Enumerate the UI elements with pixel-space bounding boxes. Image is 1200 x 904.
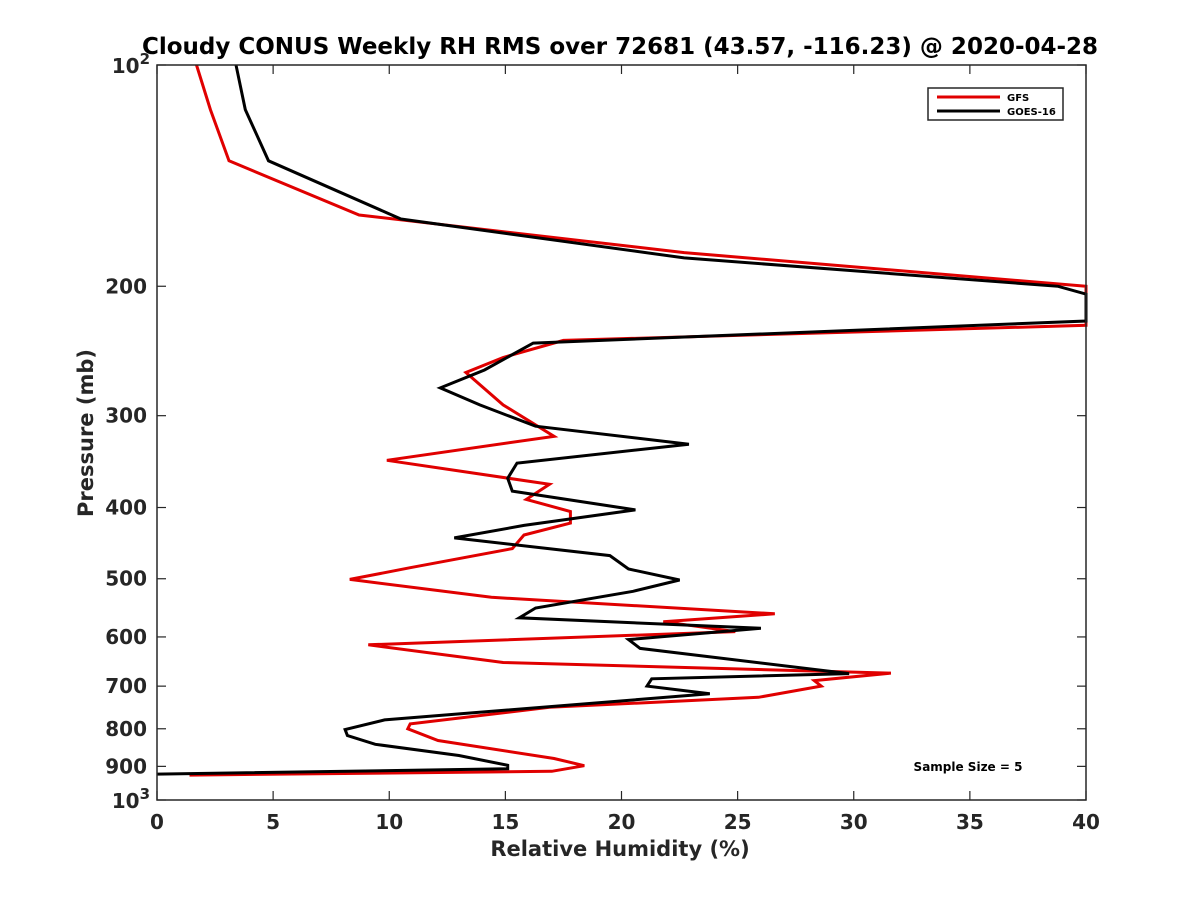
y-tick-label: 103 (112, 785, 150, 813)
x-tick-label: 20 (608, 810, 636, 834)
y-tick-label: 600 (105, 625, 147, 649)
legend: GFS GOES-16 (927, 87, 1064, 121)
y-tick-label: 300 (105, 404, 147, 428)
x-tick-label: 15 (491, 810, 519, 834)
x-tick-label: 10 (375, 810, 403, 834)
x-tick-label: 5 (266, 810, 280, 834)
axis-ticks: 0 5 10 15 20 25 30 35 40 102 200 300 400 500 600 700 800… (105, 50, 1100, 834)
y-tick-label: 200 (105, 274, 147, 298)
x-axis-label: Relative Humidity (%) (490, 837, 749, 861)
y-tick-label: 900 (105, 754, 147, 778)
x-tick-label: 0 (150, 810, 164, 834)
legend-box (927, 87, 1064, 121)
y-tick-label: 500 (105, 567, 147, 591)
y-tick-label: 400 (105, 496, 147, 520)
legend-label-gfs: GFS (1007, 93, 1029, 104)
y-axis-label: Pressure (mb) (74, 349, 98, 517)
y-tick-label: 800 (105, 717, 147, 741)
x-tick-label: 40 (1072, 810, 1100, 834)
legend-label-goes-16: GOES-16 (1007, 107, 1056, 118)
chart-title: Cloudy CONUS Weekly RH RMS over 72681 (4… (142, 34, 1098, 60)
plot-box (156, 64, 1087, 801)
x-tick-label: 25 (724, 810, 752, 834)
x-tick-label: 30 (840, 810, 868, 834)
x-tick-label: 35 (956, 810, 984, 834)
sample-size-annotation: Sample Size = 5 (914, 760, 1023, 774)
y-tick-label: 700 (105, 674, 147, 698)
series-line-gfs (189, 64, 1088, 777)
y-tick-label: 102 (112, 50, 150, 78)
